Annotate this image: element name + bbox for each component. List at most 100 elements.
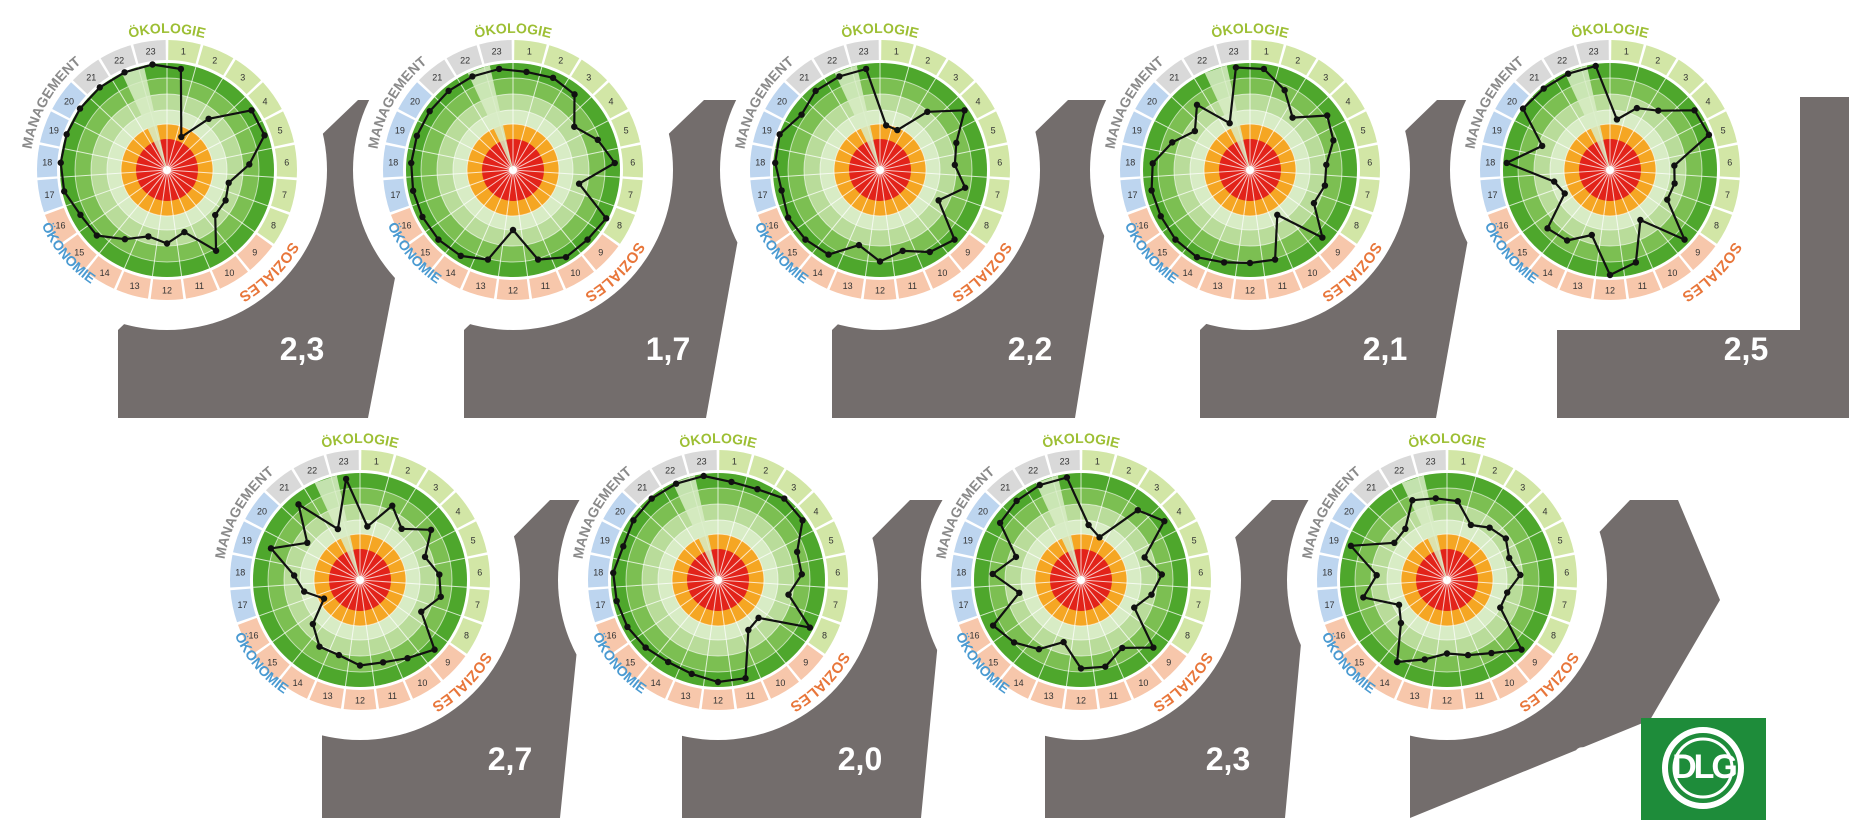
- radar-point: [1538, 142, 1546, 150]
- indicator-number: 9: [803, 657, 808, 667]
- indicator-number: 22: [114, 55, 124, 65]
- indicator-segment: [265, 469, 302, 505]
- indicator-number: 5: [829, 535, 834, 545]
- radar-point: [876, 258, 884, 265]
- indicator-segment: [462, 271, 497, 299]
- radar-spoke: [1446, 557, 1552, 581]
- indicator-number: 21: [1366, 482, 1376, 492]
- radar-spoke: [1609, 147, 1715, 171]
- indicator-segment: [1320, 234, 1356, 270]
- indicator-segment: [1169, 256, 1206, 289]
- radar-spoke: [253, 579, 361, 588]
- radar-point: [1563, 237, 1571, 244]
- indicator-number: 18: [956, 567, 966, 577]
- indicator-number: 9: [965, 247, 970, 257]
- radar-chart: 1234567891011121314151617181920212223ÖKO…: [1450, 10, 1770, 330]
- indicator-segment: [1014, 455, 1051, 486]
- indicator-segment: [230, 588, 256, 623]
- radar-series-line: [612, 474, 812, 684]
- radar-point: [1323, 161, 1330, 168]
- indicator-segment: [1251, 40, 1284, 64]
- indicator-segment: [257, 207, 290, 244]
- indicator-number: 18: [1485, 157, 1495, 167]
- indicator-segment: [951, 554, 974, 588]
- indicator-number: 12: [713, 696, 723, 706]
- indicator-number: 18: [1322, 567, 1332, 577]
- radar-point: [935, 197, 942, 204]
- indicator-number: 10: [224, 268, 234, 278]
- indicator-segment: [343, 689, 377, 710]
- radar-point: [1488, 649, 1495, 657]
- radar-point: [562, 253, 570, 261]
- indicator-number: 14: [293, 678, 303, 688]
- indicator-segment: [464, 588, 490, 623]
- indicator-number: 17: [238, 600, 248, 610]
- indicator-number: 3: [240, 72, 245, 82]
- radar-spoke: [1249, 96, 1329, 171]
- radar-point: [989, 570, 996, 578]
- indicator-segment: [432, 256, 469, 289]
- radar-gridline: [657, 519, 779, 641]
- indicator-segment: [846, 40, 879, 64]
- radar-point: [594, 136, 602, 144]
- radar-spoke: [303, 488, 361, 581]
- radar-spoke: [359, 476, 390, 581]
- radar-point: [1454, 498, 1462, 505]
- indicator-number: 4: [1177, 506, 1182, 516]
- indicator-number: 5: [471, 535, 476, 545]
- indicator-segment: [1357, 144, 1380, 178]
- radar-spoke: [1080, 506, 1160, 581]
- indicator-segment: [951, 588, 977, 623]
- radar-point: [1013, 497, 1020, 505]
- radar-point: [427, 526, 435, 534]
- radar-spoke: [166, 169, 235, 254]
- radar-point: [1226, 120, 1233, 127]
- indicator-segment: [881, 40, 914, 64]
- indicator-number: 18: [235, 567, 245, 577]
- category-label: ÖKOLOGIE: [320, 430, 401, 451]
- indicator-segment: [1491, 666, 1528, 699]
- indicator-segment: [950, 234, 986, 270]
- indicator-number: 9: [1532, 657, 1537, 667]
- indicator-number: 16: [1498, 221, 1508, 231]
- indicator-segment: [757, 207, 790, 244]
- radar-point: [1324, 112, 1331, 119]
- radar-spoke: [281, 506, 361, 581]
- radar-point: [1402, 525, 1409, 533]
- radar-point: [1373, 571, 1380, 579]
- radar-point: [1518, 646, 1525, 653]
- indicator-segment: [309, 681, 344, 709]
- radar-point: [1161, 517, 1168, 525]
- radar-point: [149, 61, 156, 68]
- category-label: ÖKOLOGIE: [840, 20, 921, 41]
- indicator-number: 11: [746, 691, 755, 701]
- indicator-segment: [450, 617, 483, 654]
- radar-gridline: [1549, 109, 1671, 231]
- radar-point: [1063, 474, 1071, 481]
- indicator-number: 6: [835, 567, 840, 577]
- indicator-segment: [1216, 40, 1249, 64]
- radar-spoke: [1154, 120, 1251, 171]
- indicator-segment: [774, 234, 810, 270]
- radar-spoke: [359, 530, 456, 581]
- indicator-number: 10: [417, 678, 427, 688]
- radar-spoke: [1182, 169, 1251, 254]
- radar-spoke: [1249, 120, 1346, 171]
- radar-spoke: [717, 530, 814, 581]
- overall-score: 2,8: [1574, 741, 1618, 777]
- indicator-segment: [863, 279, 897, 301]
- indicator-number: 6: [1367, 157, 1372, 167]
- indicator-number: 5: [1192, 535, 1197, 545]
- radar-spoke: [1080, 579, 1182, 617]
- radar-spoke: [1431, 579, 1448, 687]
- indicator-number: 14: [100, 268, 110, 278]
- radar-spoke: [1446, 530, 1543, 581]
- radar-point: [1503, 159, 1510, 167]
- indicator-number: 1: [1095, 457, 1100, 467]
- indicator-segment: [514, 40, 547, 64]
- indicator-segment: [441, 492, 475, 529]
- radar-spoke: [1531, 96, 1611, 171]
- radar-point: [534, 256, 542, 263]
- radar-spoke: [993, 579, 1082, 643]
- radar-point: [1010, 639, 1018, 646]
